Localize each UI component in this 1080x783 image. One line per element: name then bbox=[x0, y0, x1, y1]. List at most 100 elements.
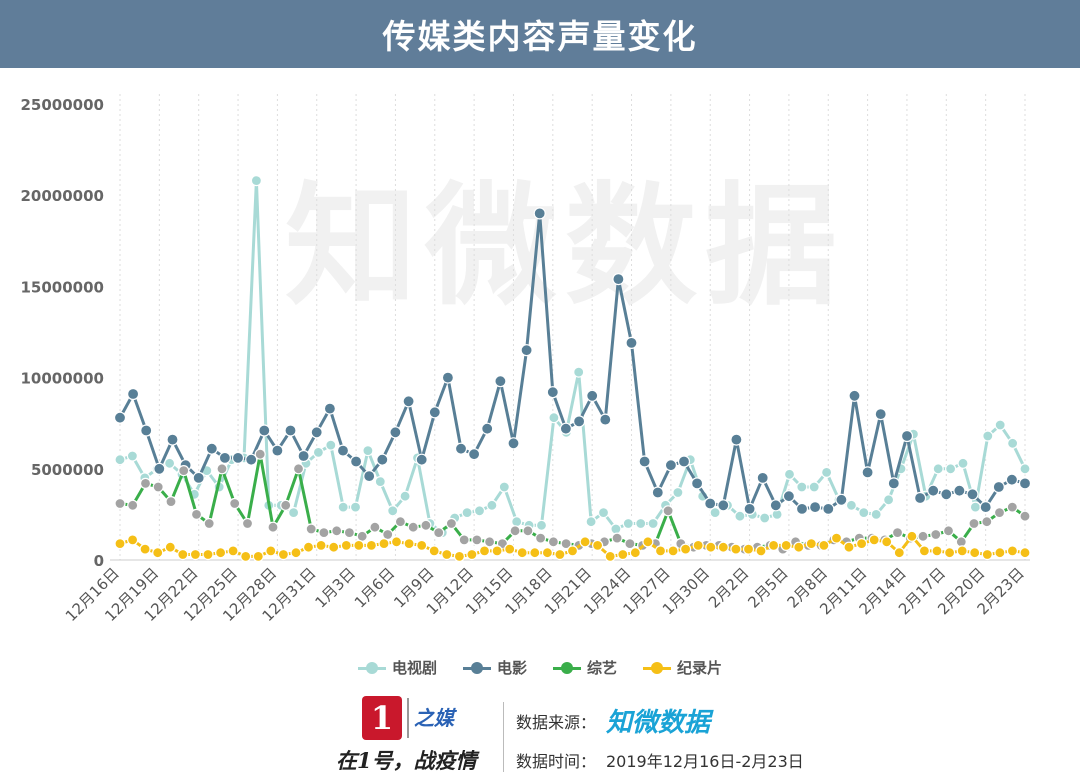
data-point bbox=[374, 476, 386, 488]
line-chart: 0 5000000 10000000 15000000 20000000 25000000… bbox=[21, 94, 1032, 625]
data-point bbox=[267, 521, 279, 533]
data-point bbox=[808, 501, 822, 514]
data-point bbox=[241, 517, 254, 530]
data-point bbox=[755, 545, 767, 557]
data-point bbox=[416, 539, 428, 551]
data-point bbox=[1019, 510, 1031, 522]
data-point bbox=[604, 550, 616, 562]
data-point bbox=[491, 545, 503, 557]
data-point bbox=[927, 484, 940, 497]
legend-item-movie[interactable]: 电影 bbox=[462, 657, 527, 678]
y-tick-label: 25000000 bbox=[21, 96, 105, 114]
data-point bbox=[874, 408, 887, 421]
data-point bbox=[1019, 463, 1031, 475]
data-point bbox=[127, 387, 140, 401]
data-point bbox=[420, 519, 432, 531]
data-point bbox=[369, 521, 381, 533]
data-point bbox=[672, 486, 684, 499]
data-point bbox=[192, 471, 205, 484]
data-point bbox=[783, 468, 796, 480]
data-point bbox=[529, 547, 541, 559]
data-point bbox=[441, 548, 453, 561]
logo-divider bbox=[407, 698, 409, 738]
data-point bbox=[218, 451, 231, 464]
data-point bbox=[625, 336, 638, 349]
legend-dot bbox=[470, 661, 483, 674]
data-point bbox=[227, 545, 239, 557]
footer: 1 之媒 在1号，战疫情 数据来源： 知微数据 数据时间： 2019年12月16… bbox=[0, 690, 1080, 783]
data-point bbox=[271, 444, 284, 457]
data-point bbox=[940, 488, 953, 501]
data-point bbox=[484, 536, 496, 548]
data-point bbox=[365, 539, 377, 551]
data-point bbox=[559, 422, 573, 435]
data-point bbox=[870, 508, 882, 520]
data-point bbox=[780, 539, 792, 551]
data-point bbox=[654, 545, 667, 557]
y-tick-label: 0 bbox=[94, 552, 104, 570]
data-point bbox=[473, 505, 486, 517]
data-point bbox=[966, 488, 979, 501]
legend-item-documentary[interactable]: 纪录片 bbox=[643, 657, 722, 678]
data-point bbox=[468, 448, 481, 461]
data-point bbox=[153, 462, 166, 475]
data-point bbox=[635, 517, 647, 530]
data-point bbox=[516, 547, 528, 559]
data-point bbox=[113, 411, 127, 424]
data-point bbox=[428, 545, 440, 557]
data-point bbox=[848, 389, 861, 402]
data-point bbox=[957, 457, 969, 469]
data-point bbox=[617, 548, 629, 561]
data-point bbox=[166, 433, 179, 446]
data-point bbox=[992, 480, 1005, 494]
data-point bbox=[795, 502, 809, 515]
data-point bbox=[756, 471, 769, 484]
data-point bbox=[340, 539, 352, 551]
data-point bbox=[478, 545, 491, 557]
data-point bbox=[494, 375, 507, 388]
data-point bbox=[651, 486, 664, 499]
data-point bbox=[782, 490, 796, 503]
logo-text: 之媒 bbox=[414, 706, 454, 730]
data-point bbox=[177, 548, 189, 561]
legend-marker-icon bbox=[643, 661, 672, 674]
data-point bbox=[979, 501, 992, 514]
data-point bbox=[662, 505, 674, 517]
data-point bbox=[520, 344, 533, 357]
legend-item-variety[interactable]: 综艺 bbox=[553, 657, 617, 678]
data-point bbox=[126, 450, 138, 462]
data-point bbox=[931, 545, 943, 557]
data-point bbox=[591, 539, 604, 551]
legend-marker-icon bbox=[462, 661, 491, 674]
data-point bbox=[611, 532, 623, 544]
data-point bbox=[622, 517, 634, 530]
data-point bbox=[277, 548, 289, 561]
x-tick-label: 1月6日 bbox=[351, 564, 398, 611]
legend-label: 电影 bbox=[496, 659, 527, 677]
data-point bbox=[930, 528, 942, 541]
data-point bbox=[305, 523, 317, 535]
data-point bbox=[855, 538, 868, 550]
chart-title: 传媒类内容声量变化 bbox=[382, 17, 698, 56]
data-point bbox=[229, 497, 241, 510]
series-line bbox=[118, 211, 1026, 511]
data-point bbox=[387, 505, 399, 517]
data-point bbox=[793, 541, 805, 553]
data-point bbox=[1005, 473, 1019, 486]
data-point bbox=[835, 493, 848, 506]
data-point bbox=[1006, 545, 1019, 557]
data-point bbox=[887, 477, 900, 490]
data-point bbox=[509, 525, 521, 537]
data-point bbox=[534, 532, 547, 544]
data-point bbox=[331, 525, 343, 537]
data-point bbox=[845, 499, 858, 511]
data-point bbox=[350, 455, 363, 468]
data-point bbox=[356, 530, 368, 542]
legend-marker-icon bbox=[357, 661, 386, 674]
data-point bbox=[647, 517, 659, 530]
data-point bbox=[541, 547, 554, 559]
time-value: 2019年12月16日-2月23日 bbox=[606, 752, 804, 771]
data-point bbox=[638, 455, 651, 468]
data-point bbox=[820, 466, 833, 478]
legend-item-tv[interactable]: 电视剧 bbox=[357, 657, 437, 678]
